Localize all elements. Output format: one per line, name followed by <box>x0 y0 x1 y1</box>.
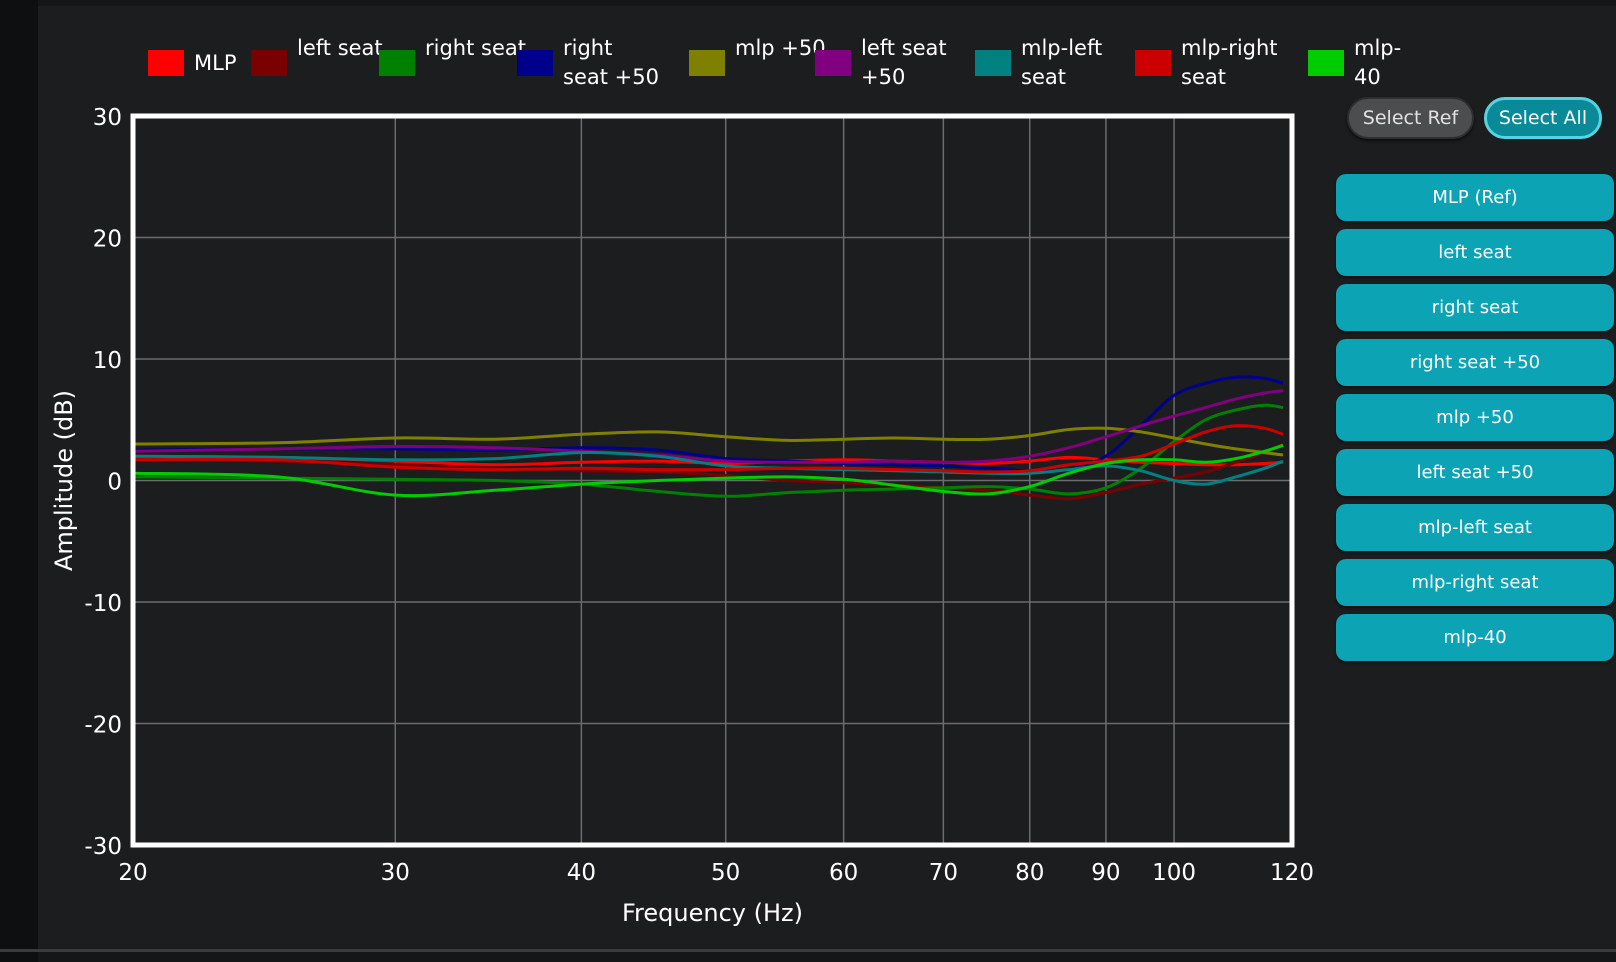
legend-label: mlp-right seat <box>1181 36 1278 89</box>
x-axis-title: Frequency (Hz) <box>622 899 803 927</box>
select-all-button[interactable]: Select All <box>1484 97 1602 139</box>
x-tick-label: 120 <box>1270 860 1314 886</box>
plot-frame <box>130 113 1295 848</box>
series-line-mlp-40 <box>132 443 1284 498</box>
x-tick-label: 100 <box>1152 860 1196 886</box>
y-tick-label: -30 <box>84 834 122 860</box>
x-tick-label: 20 <box>118 860 147 886</box>
legend-swatch <box>517 50 553 76</box>
legend-swatch <box>1308 50 1344 76</box>
series-toggle-button[interactable]: mlp-40 <box>1336 614 1614 661</box>
legend-swatch <box>689 50 725 76</box>
x-tick-label: 50 <box>711 860 740 886</box>
series-toggle-button[interactable]: right seat <box>1336 284 1614 331</box>
series-toggle-button[interactable]: mlp-left seat <box>1336 504 1614 551</box>
y-tick-label: 0 <box>107 470 122 496</box>
legend-label: MLP <box>194 51 237 75</box>
series-line-mlp-50 <box>132 426 1284 457</box>
y-tick-label: -20 <box>84 713 122 739</box>
x-tick-label: 60 <box>829 860 858 886</box>
legend-label: mlp-left seat <box>1021 36 1103 89</box>
series-line-right-seat <box>132 403 1284 498</box>
x-tick-label: 30 <box>381 860 410 886</box>
x-tick-label: 70 <box>929 860 958 886</box>
series-line-left-seat-50 <box>132 389 1284 464</box>
legend-label: mlp +50 <box>735 36 826 60</box>
legend-label: left seat <box>297 36 383 60</box>
legend-swatch <box>251 50 287 76</box>
legend-swatch <box>1135 50 1171 76</box>
series-lines <box>132 375 1284 501</box>
series-toggle-button[interactable]: left seat <box>1336 229 1614 276</box>
legend-swatch <box>975 50 1011 76</box>
x-tick-label: 80 <box>1015 860 1044 886</box>
series-line-mlp-right-seat <box>132 424 1284 474</box>
y-tick-label: 30 <box>93 105 122 131</box>
y-tick-label: -10 <box>84 591 122 617</box>
legend-label: left seat +50 <box>861 36 947 89</box>
legend-label: right seat +50 <box>563 36 659 89</box>
x-tick-label: 40 <box>567 860 596 886</box>
y-tick-label: 20 <box>93 227 122 253</box>
legend-label: mlp-40 <box>1354 36 1402 89</box>
series-line-right-seat-50 <box>132 375 1284 473</box>
legend-label: right seat <box>425 36 526 60</box>
x-tick-label: 90 <box>1091 860 1120 886</box>
series-toggle-button[interactable]: right seat +50 <box>1336 339 1614 386</box>
series-toggle-button[interactable]: mlp +50 <box>1336 394 1614 441</box>
series-toggle-button[interactable]: mlp-right seat <box>1336 559 1614 606</box>
legend-swatch <box>379 50 415 76</box>
bottom-divider <box>0 949 1616 952</box>
series-toggle-button[interactable]: left seat +50 <box>1336 449 1614 496</box>
legend-swatch <box>815 50 851 76</box>
select-ref-button[interactable]: Select Ref <box>1347 97 1474 139</box>
series-toggle-button[interactable]: MLP (Ref) <box>1336 174 1614 221</box>
y-axis-title: Amplitude (dB) <box>50 390 78 571</box>
chart-legend: MLP left seat right seat right seat +50 mlp … <box>148 34 1418 94</box>
y-tick-label: 10 <box>93 348 122 374</box>
legend-swatch <box>148 50 184 76</box>
left-edge-strip <box>0 0 38 962</box>
